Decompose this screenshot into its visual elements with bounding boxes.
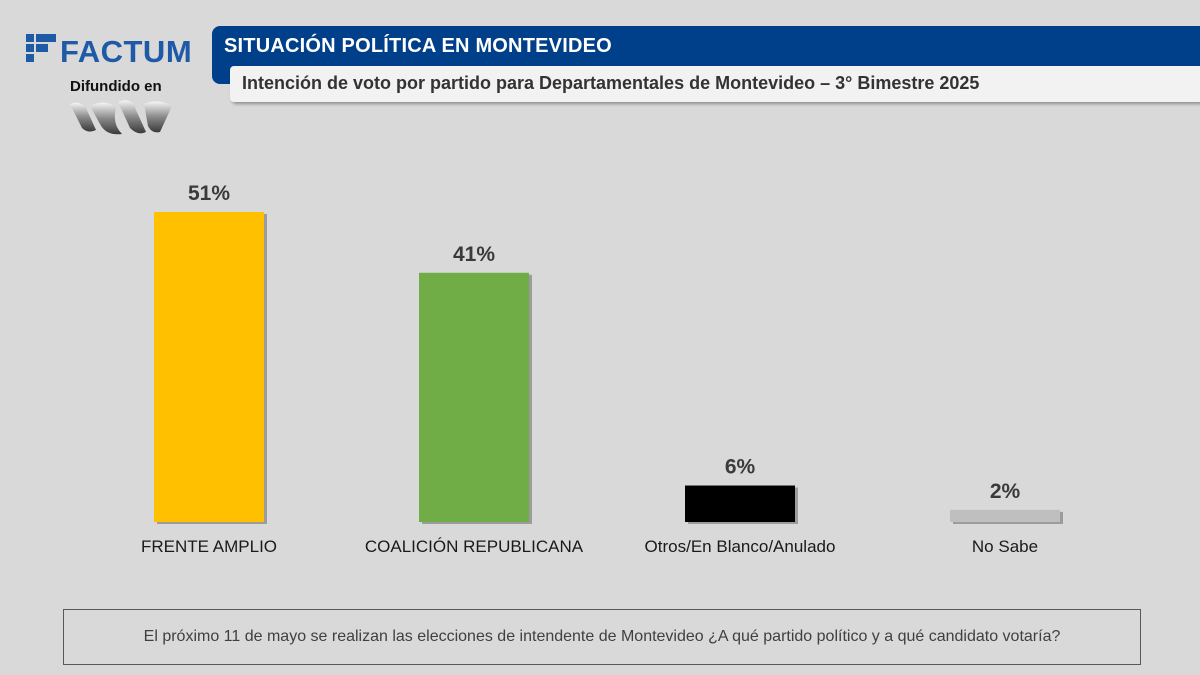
bar-value-label: 6%	[725, 456, 756, 479]
diffused-label: Difundido en	[70, 78, 162, 95]
factum-logo-text: FACTUM	[60, 34, 193, 69]
factum-mark-icon	[26, 34, 56, 62]
bar	[685, 485, 795, 522]
bar	[950, 509, 1060, 522]
bar-chart: 51% FRENTE AMPLIO 41% COALICIÓN REPUBLICANA…	[0, 150, 1200, 570]
category-label: COALICIÓN REPUBLICANA	[365, 537, 584, 556]
tv-channel-logo-icon	[70, 100, 172, 135]
category-label: Otros/En Blanco/Anulado	[645, 537, 836, 556]
subtitle-bar: Intención de voto por partido para Depar…	[230, 66, 1200, 102]
bar-value-label: 41%	[453, 243, 495, 266]
bar	[419, 272, 529, 522]
bar-value-label: 51%	[188, 182, 230, 205]
bar-chart-svg: 51% FRENTE AMPLIO 41% COALICIÓN REPUBLICANA…	[141, 182, 1063, 556]
category-label: No Sabe	[972, 537, 1038, 556]
survey-question: El próximo 11 de mayo se realizan las el…	[143, 628, 1061, 645]
category-label: FRENTE AMPLIO	[141, 537, 277, 556]
survey-question-box: El próximo 11 de mayo se realizan las el…	[63, 609, 1141, 665]
page-title: SITUACIÓN POLÍTICA EN MONTEVIDEO	[224, 35, 612, 57]
factum-logo: FACTUM Difundido en	[24, 30, 199, 140]
bar	[154, 212, 264, 522]
page-subtitle: Intención de voto por partido para Depar…	[242, 73, 980, 93]
bar-value-label: 2%	[990, 480, 1021, 503]
